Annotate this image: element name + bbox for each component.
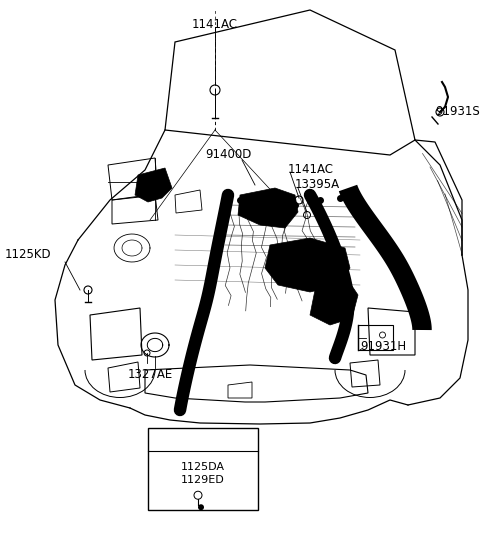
Bar (358, 325, 393, 350)
Text: 1141AC: 1141AC (288, 163, 334, 176)
Text: 1125KD: 1125KD (5, 248, 52, 261)
Text: 91931S: 91931S (435, 105, 480, 118)
Text: 1327AE: 1327AE (127, 368, 173, 381)
Circle shape (198, 504, 204, 510)
Polygon shape (238, 188, 298, 228)
Text: 13395A: 13395A (295, 178, 340, 191)
Text: 91931H: 91931H (360, 340, 406, 353)
Polygon shape (135, 168, 172, 202)
Bar (148, 428, 258, 510)
Text: 1129ED: 1129ED (181, 475, 225, 485)
Text: 1125DA: 1125DA (181, 462, 225, 473)
Polygon shape (310, 280, 358, 325)
Text: 91400D: 91400D (205, 148, 251, 161)
Polygon shape (265, 238, 350, 292)
Text: 1141AC: 1141AC (192, 18, 238, 31)
